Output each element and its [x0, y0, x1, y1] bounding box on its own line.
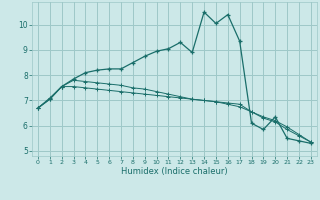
X-axis label: Humidex (Indice chaleur): Humidex (Indice chaleur)	[121, 167, 228, 176]
